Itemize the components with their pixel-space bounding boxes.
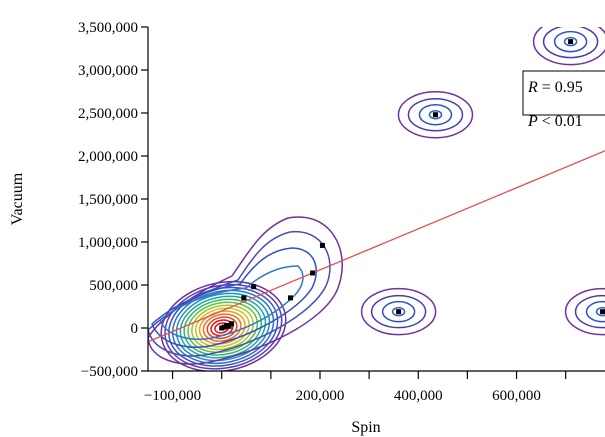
r-label: R xyxy=(527,79,538,96)
data-point xyxy=(396,309,401,314)
r-statistic: R = 0.95 xyxy=(527,79,583,96)
y-tick-label: 1,000,000 xyxy=(78,235,138,251)
trend-line-group xyxy=(148,151,605,342)
p-value: < 0.01 xyxy=(538,113,583,130)
y-tick-label: 2,000,000 xyxy=(78,149,138,165)
data-point xyxy=(320,243,325,248)
data-point xyxy=(433,112,438,117)
y-tick-label: 0 xyxy=(131,321,139,337)
data-point xyxy=(229,321,234,326)
x-axis-title: Spin xyxy=(351,419,380,436)
x-tick-label: −100,000 xyxy=(144,388,201,404)
contour-ring xyxy=(148,217,342,364)
y-tick-label: 500,000 xyxy=(89,278,138,294)
r-value: = 0.95 xyxy=(538,79,583,96)
y-tick-label: 3,500,000 xyxy=(78,20,138,36)
x-tick-label: 400,000 xyxy=(394,388,443,404)
p-statistic-line: P < 0.01 xyxy=(527,113,583,130)
data-point xyxy=(241,295,246,300)
data-point xyxy=(288,295,293,300)
y-axis-title: Vacuum xyxy=(9,172,26,225)
trend-line xyxy=(148,151,605,342)
data-point xyxy=(568,39,573,44)
y-tick-label: −500,000 xyxy=(81,364,138,380)
data-point xyxy=(251,284,256,289)
stats-box: R = 0.95 xyxy=(523,71,605,115)
y-tick-label: 1,500,000 xyxy=(78,192,138,208)
x-tick-label: 200,000 xyxy=(296,388,345,404)
data-point xyxy=(600,309,605,314)
data-point xyxy=(310,270,315,275)
p-label: P xyxy=(527,113,538,130)
x-tick-label: 600,000 xyxy=(492,388,541,404)
y-tick-label: 3,000,000 xyxy=(78,63,138,79)
y-tick-label: 2,500,000 xyxy=(78,106,138,122)
